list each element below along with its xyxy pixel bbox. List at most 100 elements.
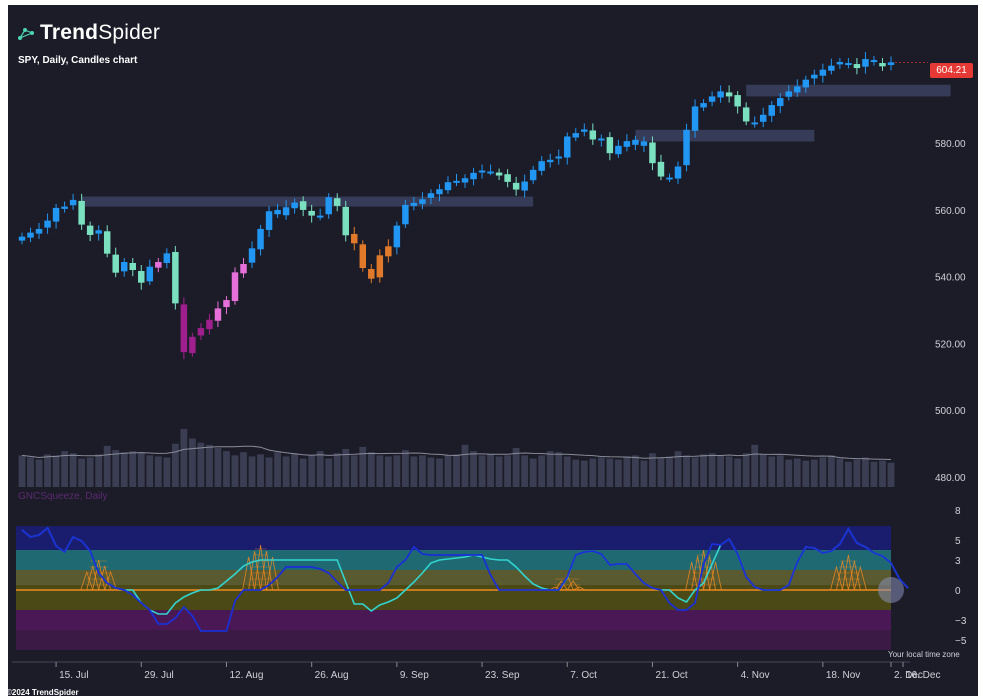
candle-body	[657, 161, 665, 177]
candle-body	[368, 269, 375, 279]
volume-bar	[112, 450, 120, 487]
candle-body	[615, 145, 622, 155]
timezone-label[interactable]: Your local time zone	[888, 650, 960, 659]
volume-bar	[614, 459, 622, 487]
volume-bar	[759, 454, 767, 487]
candle	[529, 165, 537, 184]
volume-bar	[163, 457, 171, 487]
volume-bar	[206, 444, 213, 487]
candle	[27, 227, 34, 243]
candle	[734, 91, 741, 114]
candle-body	[589, 130, 597, 140]
candle-body	[666, 177, 673, 180]
candle	[589, 123, 597, 145]
candle	[632, 135, 639, 151]
price-tick-label: 520.00	[935, 339, 966, 350]
time-tick-label: 15. Jul	[59, 670, 88, 681]
candle-body	[419, 199, 426, 204]
oscillator-blue-line	[21, 526, 909, 632]
volume-bar	[401, 450, 409, 487]
volume-bar	[725, 456, 733, 487]
candle-body	[759, 114, 767, 122]
volume-bar	[316, 451, 324, 487]
volume-bar	[734, 458, 742, 487]
candle	[742, 102, 750, 126]
candle-body	[427, 193, 435, 198]
squeeze-mark	[830, 565, 843, 591]
candle-body	[138, 271, 145, 283]
volume-bar	[793, 458, 801, 487]
volume-bar	[120, 452, 128, 487]
candle	[78, 193, 85, 230]
candle-body	[282, 207, 290, 216]
candle	[52, 203, 60, 229]
candle-body	[120, 261, 128, 272]
volume-bar	[623, 456, 631, 487]
candle	[470, 167, 477, 186]
volume-bar	[137, 452, 145, 487]
candle-body	[529, 169, 537, 181]
candle	[155, 257, 162, 273]
candle	[666, 173, 673, 183]
candle	[282, 200, 290, 220]
candle-body	[95, 230, 102, 234]
time-tick-label: 2. Dec	[894, 670, 923, 681]
candle	[828, 58, 835, 75]
candle	[69, 193, 77, 210]
candle	[640, 136, 648, 152]
candle	[478, 164, 486, 179]
candle-body	[564, 136, 571, 158]
volume-bar	[95, 454, 103, 487]
volume-bar	[44, 454, 51, 487]
oscillator-panel[interactable]	[16, 526, 909, 650]
candle	[777, 93, 784, 114]
volume-bar	[836, 458, 844, 487]
volume-bar	[171, 443, 179, 487]
price-panel[interactable]	[18, 52, 951, 487]
brand-wordmark: TrendSpider	[40, 21, 161, 44]
volume-bar	[154, 456, 162, 487]
candle-body	[342, 206, 349, 236]
volume-bar	[470, 451, 477, 487]
candle	[649, 136, 656, 171]
candle	[862, 52, 869, 74]
candle	[308, 204, 315, 223]
candle	[887, 56, 895, 71]
price-tick-label: 580.00	[935, 139, 966, 150]
volume-bar	[487, 454, 494, 487]
candle	[410, 196, 418, 211]
candle	[359, 240, 367, 272]
oscillator-band	[16, 550, 891, 570]
volume-bar	[214, 447, 222, 487]
candle	[180, 297, 188, 360]
candle-body	[197, 328, 205, 336]
candle	[870, 56, 878, 66]
volume-bar	[589, 458, 597, 487]
candle	[759, 107, 767, 128]
volume-bar	[521, 455, 529, 487]
copyright-text: ©2024 TrendSpider	[6, 688, 79, 697]
candle	[44, 213, 51, 234]
candle-body	[206, 319, 213, 330]
squeeze-mark	[842, 554, 855, 591]
candle	[342, 200, 349, 242]
volume-bar	[870, 461, 878, 487]
volume-bar	[683, 455, 690, 487]
price-tick-label: 540.00	[935, 273, 966, 284]
candle-body	[546, 159, 554, 163]
candle-body	[708, 96, 716, 102]
candle	[546, 153, 554, 168]
candle	[521, 174, 528, 198]
volume-bar	[240, 452, 247, 487]
candle	[564, 132, 571, 165]
candle	[112, 247, 119, 278]
volume-bar	[86, 457, 94, 487]
volume-bar	[887, 462, 895, 487]
candle	[717, 85, 724, 103]
candle	[879, 58, 886, 71]
time-tick-label: 12. Aug	[229, 670, 263, 681]
candle-body	[581, 129, 588, 132]
candle	[725, 85, 733, 103]
